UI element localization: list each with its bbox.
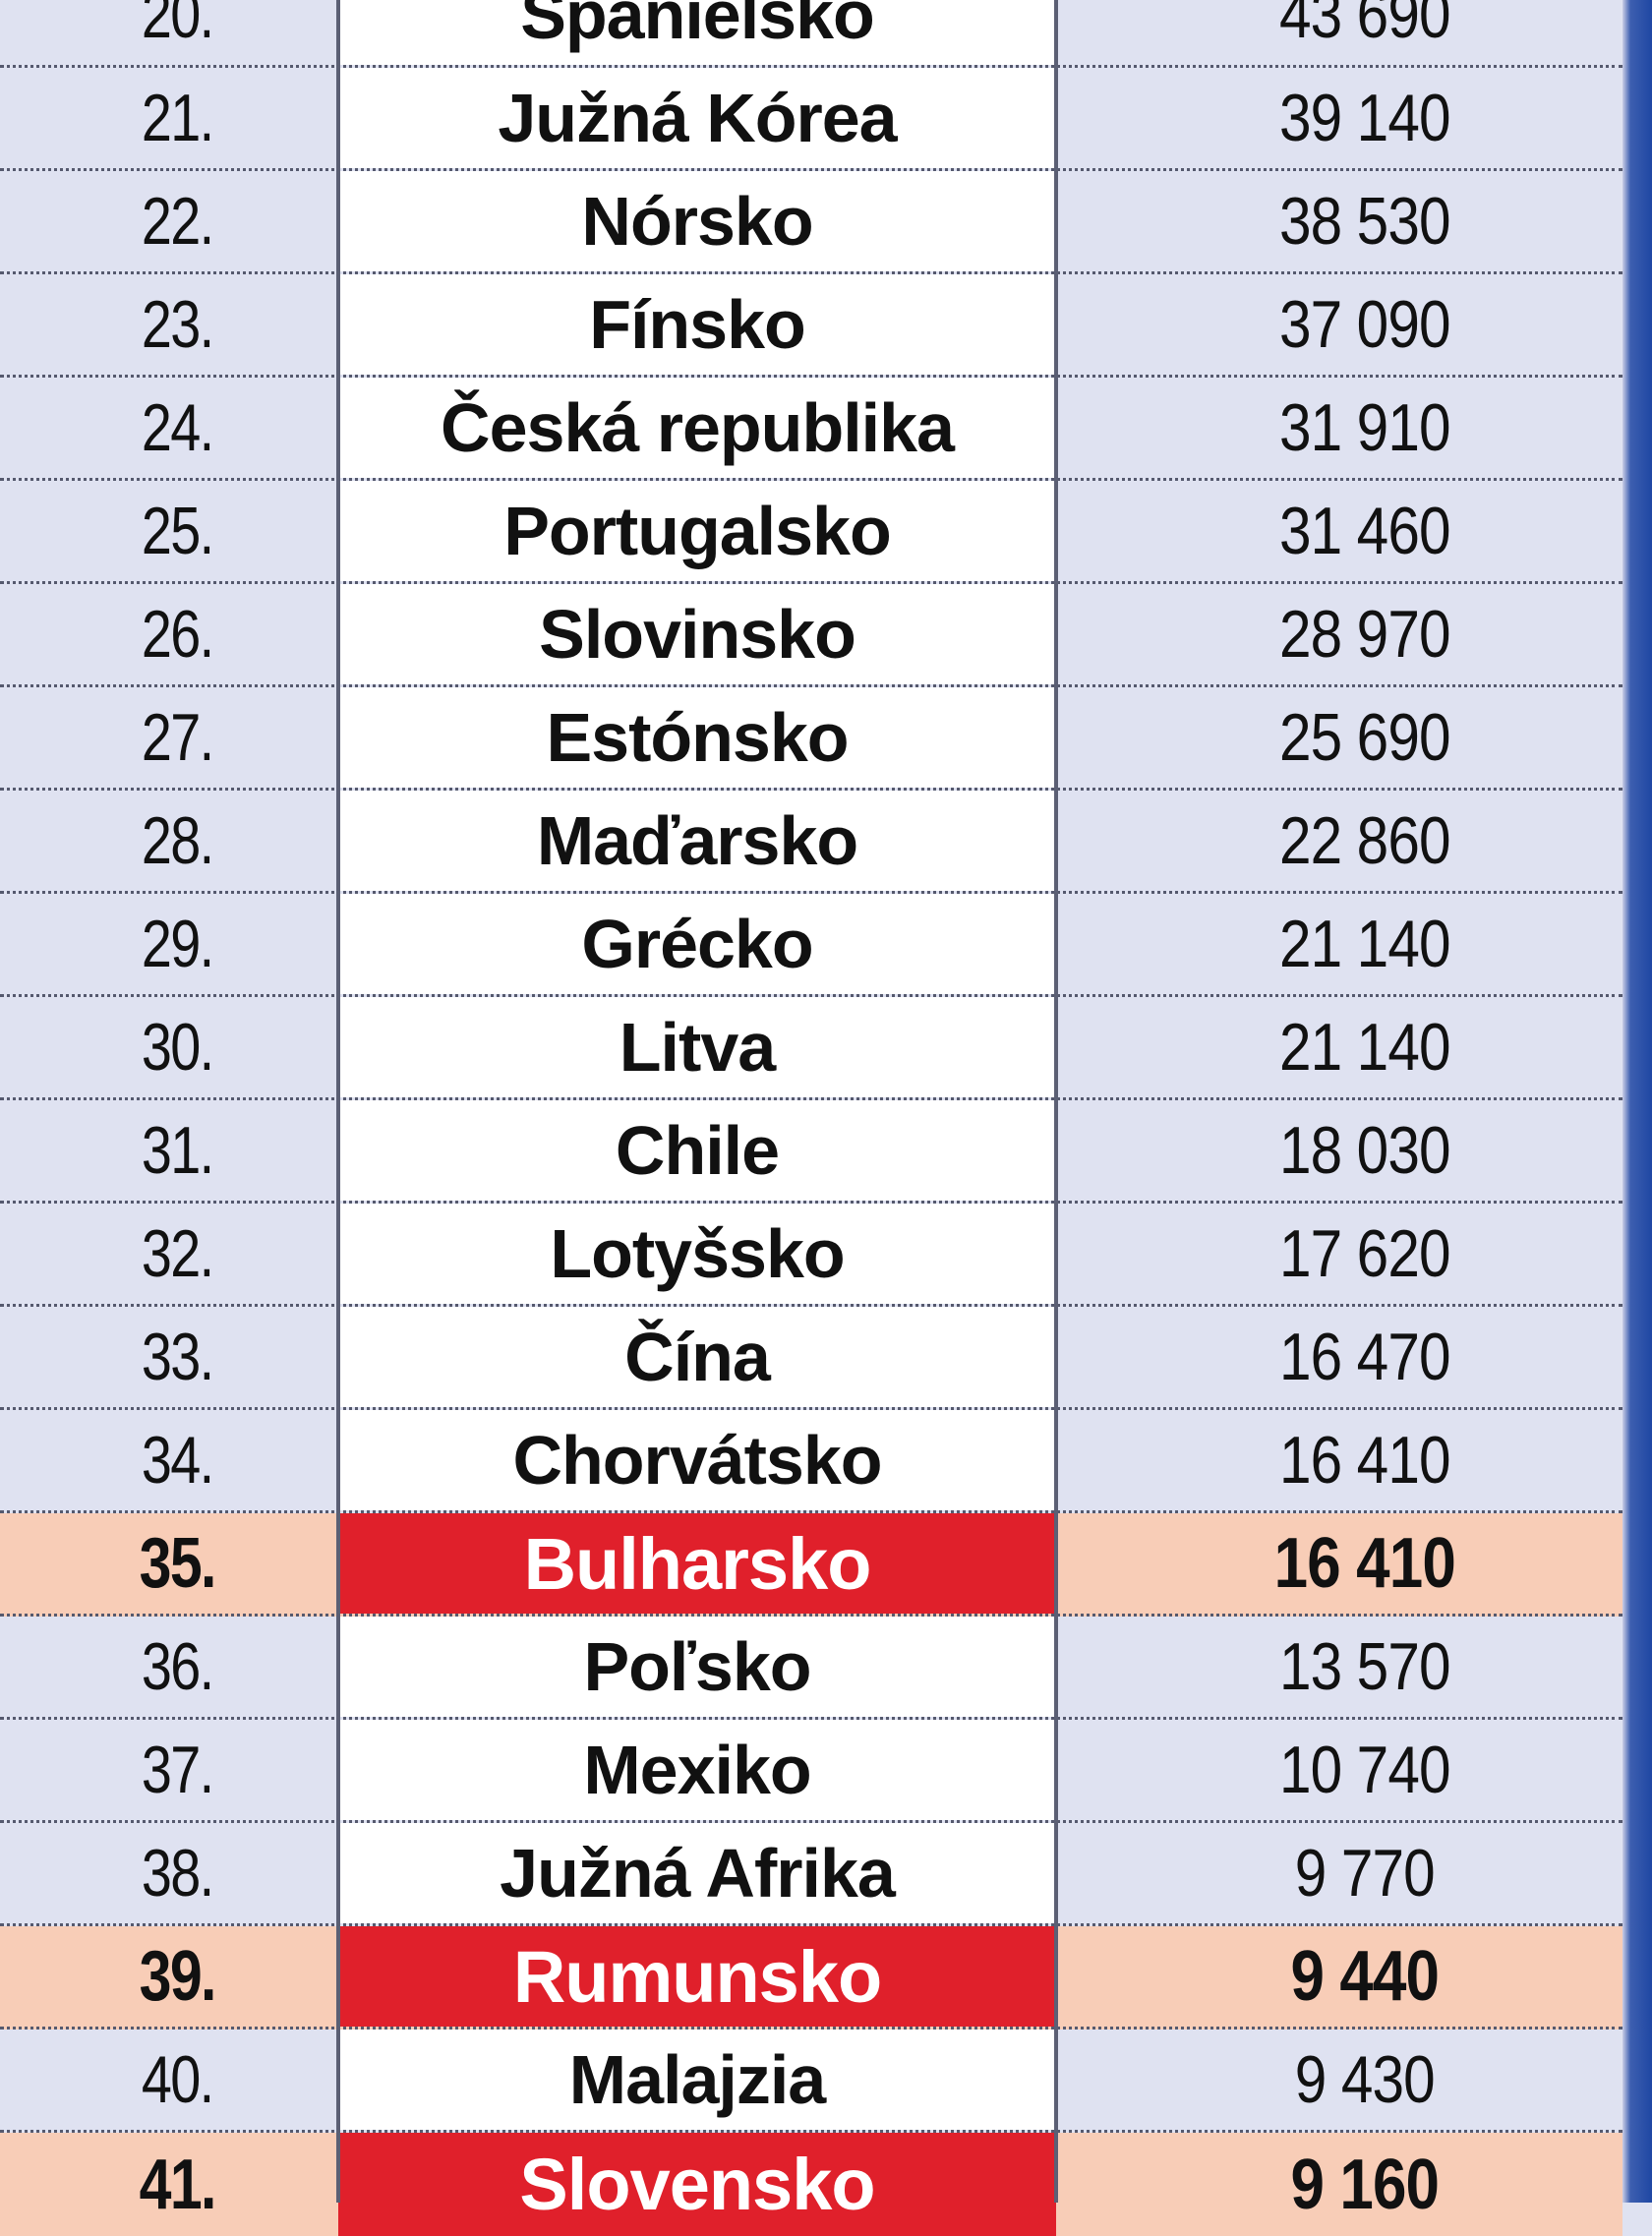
value-cell: 31 910 [1278,390,1451,465]
value-cell: 31 460 [1278,494,1451,568]
rank-cell: 28. [141,803,214,878]
rank-cell: 20. [141,0,214,52]
table-row: 32. Lotyšsko 17 620 [0,1204,1622,1307]
rank-cell: 24. [141,390,214,465]
country-cell: Poľsko [338,1617,1056,1717]
country-cell: Nórsko [338,171,1056,271]
value-cell: 16 470 [1278,1320,1451,1394]
table-row: 39. Rumunsko 9 440 [0,1926,1622,2030]
country-cell: Fínsko [338,274,1056,375]
rank-cell: 37. [141,1733,214,1807]
rank-cell: 29. [141,907,214,981]
country-cell: Portugalsko [338,481,1056,581]
rank-cell: 33. [141,1320,214,1394]
country-cell: Maďarsko [338,791,1056,891]
value-cell: 25 690 [1278,700,1451,775]
rank-cell: 23. [141,287,214,362]
country-cell: Španielsko [338,0,1056,65]
rank-cell: 22. [141,184,214,259]
table-row: 22. Nórsko 38 530 [0,171,1622,274]
value-cell: 16 410 [1278,1423,1451,1498]
table-row: 35. Bulharsko 16 410 [0,1513,1622,1617]
rank-cell: 41. [139,2145,217,2224]
country-cell: Čína [338,1307,1056,1407]
value-cell: 17 620 [1278,1216,1451,1291]
table-row: 28. Maďarsko 22 860 [0,791,1622,894]
country-cell: Slovensko [338,2133,1056,2236]
value-cell: 43 690 [1278,0,1451,52]
rank-cell: 21. [141,81,214,155]
value-cell: 16 410 [1273,1524,1456,1603]
table-row: 24. Česká republika 31 910 [0,378,1622,481]
value-cell: 21 140 [1278,1010,1451,1085]
value-cell: 38 530 [1278,184,1451,259]
table-row: 40. Malajzia 9 430 [0,2030,1622,2133]
rank-cell: 40. [141,2042,214,2117]
value-cell: 22 860 [1278,803,1451,878]
frame-edge [1622,0,1652,2203]
table-row: 23. Fínsko 37 090 [0,274,1622,378]
value-cell: 9 160 [1290,2145,1440,2224]
value-cell: 9 770 [1294,1836,1436,1911]
country-cell: Chile [338,1100,1056,1201]
country-cell: Chorvátsko [338,1410,1056,1510]
table-row: 20. Španielsko 43 690 [0,0,1622,68]
value-cell: 28 970 [1278,597,1451,672]
country-cell: Južná Afrika [338,1823,1056,1923]
table-row: 37. Mexiko 10 740 [0,1720,1622,1823]
value-cell: 10 740 [1278,1733,1451,1807]
value-cell: 9 440 [1290,1937,1440,2016]
rank-cell: 32. [141,1216,214,1291]
country-cell: Južná Kórea [338,68,1056,168]
value-cell: 21 140 [1278,907,1451,981]
table-row: 25. Portugalsko 31 460 [0,481,1622,584]
country-cell: Česká republika [338,378,1056,478]
table-row: 30. Litva 21 140 [0,997,1622,1100]
country-cell: Estónsko [338,687,1056,788]
table-row: 21. Južná Kórea 39 140 [0,68,1622,171]
rank-cell: 35. [139,1524,217,1603]
column-divider-value [1054,0,1058,2203]
rank-cell: 25. [141,494,214,568]
rank-cell: 36. [141,1629,214,1704]
country-cell: Bulharsko [338,1513,1056,1614]
rank-cell: 30. [141,1010,214,1085]
rank-cell: 31. [141,1113,214,1188]
rank-cell: 39. [139,1937,217,2016]
rank-cell: 27. [141,700,214,775]
country-cell: Lotyšsko [338,1204,1056,1304]
country-cell: Grécko [338,894,1056,994]
country-cell: Mexiko [338,1720,1056,1820]
table-row: 26. Slovinsko 28 970 [0,584,1622,687]
table-row: 33. Čína 16 470 [0,1307,1622,1410]
country-cell: Slovinsko [338,584,1056,684]
country-cell: Rumunsko [338,1926,1056,2027]
value-cell: 39 140 [1278,81,1451,155]
table-row: 29. Grécko 21 140 [0,894,1622,997]
table-row: 41. Slovensko 9 160 [0,2133,1622,2236]
table-row: 38. Južná Afrika 9 770 [0,1823,1622,1926]
rank-cell: 38. [141,1836,214,1911]
value-cell: 9 430 [1294,2042,1436,2117]
column-divider-rank [336,0,340,2203]
value-cell: 37 090 [1278,287,1451,362]
value-cell: 18 030 [1278,1113,1451,1188]
rank-cell: 26. [141,597,214,672]
value-cell: 13 570 [1278,1629,1451,1704]
table-row: 27. Estónsko 25 690 [0,687,1622,791]
table-row: 34. Chorvátsko 16 410 [0,1410,1622,1513]
country-cell: Malajzia [338,2030,1056,2130]
table-row: 36. Poľsko 13 570 [0,1617,1622,1720]
table-row: 31. Chile 18 030 [0,1100,1622,1204]
rank-cell: 34. [141,1423,214,1498]
country-cell: Litva [338,997,1056,1097]
